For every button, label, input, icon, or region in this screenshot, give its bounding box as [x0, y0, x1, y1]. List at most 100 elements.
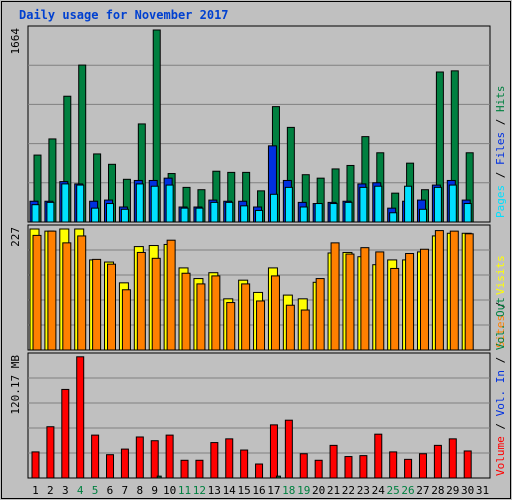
sites-bar — [226, 302, 236, 351]
volume-bar — [225, 438, 234, 479]
sites-bar — [375, 251, 385, 351]
pages-bar — [46, 201, 55, 223]
pages-bar — [240, 205, 249, 223]
x-tick-label: 20 — [312, 484, 325, 497]
volume-bar — [180, 459, 189, 479]
sites-bar — [434, 230, 444, 351]
y-max-label-hits: 1664 — [9, 28, 22, 55]
volume-bar — [433, 444, 442, 479]
pages-bar — [418, 208, 427, 223]
pages-bar — [255, 209, 264, 223]
x-tick-label: 21 — [327, 484, 340, 497]
volume-bar — [76, 356, 85, 479]
x-tick-label: 15 — [237, 484, 250, 497]
vol-out-bar — [275, 475, 281, 479]
sites-bar — [166, 239, 176, 351]
volume-bar — [195, 459, 204, 479]
x-tick-label: 30 — [461, 484, 474, 497]
pages-bar — [299, 206, 308, 223]
x-tick-label: 13 — [208, 484, 221, 497]
pages-bar — [404, 185, 413, 223]
x-tick-label: 27 — [416, 484, 429, 497]
legend-volume: Volume / Vol. In / Vol. Out — [494, 297, 507, 476]
sites-bar — [196, 283, 206, 351]
volume-bar — [448, 438, 457, 479]
x-tick-label: 17 — [267, 484, 280, 497]
x-tick-label: 24 — [372, 484, 386, 497]
sites-bar — [360, 247, 370, 351]
sites-bar — [211, 275, 221, 351]
x-tick-label: 14 — [223, 484, 237, 497]
pages-bar — [389, 212, 398, 223]
sites-bar — [419, 248, 429, 351]
sites-bar — [300, 309, 310, 351]
sites-bar — [405, 253, 415, 351]
vol-out-bar — [156, 475, 162, 479]
x-tick-label: 1 — [32, 484, 39, 497]
panel-bot — [27, 352, 491, 479]
sites-bar — [285, 304, 295, 351]
pages-bar — [106, 203, 115, 223]
x-tick-label: 26 — [401, 484, 414, 497]
pages-bar — [76, 184, 85, 223]
sites-bar — [330, 242, 340, 351]
pages-bar — [91, 207, 100, 223]
pages-bar — [135, 183, 144, 223]
volume-bar — [210, 442, 219, 479]
pages-bar — [210, 201, 219, 223]
sites-bar — [62, 242, 72, 351]
legend-hits-files-pages: Pages / Files / Hits — [494, 86, 507, 219]
sites-bar — [390, 267, 400, 351]
volume-bar — [46, 426, 55, 479]
sites-bar — [345, 253, 355, 351]
volume-bar — [404, 458, 413, 479]
volume-bar — [150, 440, 159, 479]
sites-bar — [181, 272, 191, 351]
sites-bar — [270, 275, 280, 351]
x-tick-label: 16 — [252, 484, 265, 497]
volume-bar — [135, 436, 144, 479]
volume-bar — [106, 454, 115, 479]
volume-bar — [31, 451, 40, 479]
pages-bar — [165, 184, 174, 223]
pages-bar — [374, 185, 383, 223]
y-max-label-visits: 227 — [9, 227, 22, 247]
volume-bar — [344, 456, 353, 479]
pages-bar — [329, 203, 338, 223]
pages-bar — [344, 201, 353, 223]
x-tick-label: 18 — [282, 484, 295, 497]
sites-bar — [256, 300, 266, 351]
x-tick-label: 3 — [62, 484, 69, 497]
pages-bar — [359, 186, 368, 223]
sites-bar — [449, 230, 459, 351]
pages-bar — [284, 186, 293, 223]
pages-bar — [31, 204, 40, 223]
x-tick-label: 28 — [431, 484, 444, 497]
x-tick-label: 31 — [476, 484, 489, 497]
x-tick-label: 11 — [178, 484, 191, 497]
volume-bar — [314, 459, 323, 479]
pages-bar — [448, 184, 457, 223]
volume-bar — [61, 388, 70, 479]
pages-bar — [195, 207, 204, 223]
pages-bar — [225, 201, 234, 223]
x-tick-label: 25 — [387, 484, 400, 497]
sites-bar — [107, 263, 117, 351]
volume-bar — [463, 450, 472, 479]
x-tick-label: 29 — [446, 484, 459, 497]
x-tick-label: 22 — [342, 484, 355, 497]
pages-bar — [433, 186, 442, 223]
sites-bar — [315, 278, 325, 351]
sites-bar — [32, 234, 42, 351]
x-tick-label: 8 — [136, 484, 143, 497]
sites-bar — [241, 283, 251, 351]
volume-bar — [329, 444, 338, 479]
volume-bar — [255, 463, 264, 479]
volume-bar — [284, 419, 293, 479]
pages-bar — [150, 185, 159, 223]
legend-visits-sites: Sites / Visits — [494, 255, 507, 348]
sites-bar — [77, 235, 87, 351]
